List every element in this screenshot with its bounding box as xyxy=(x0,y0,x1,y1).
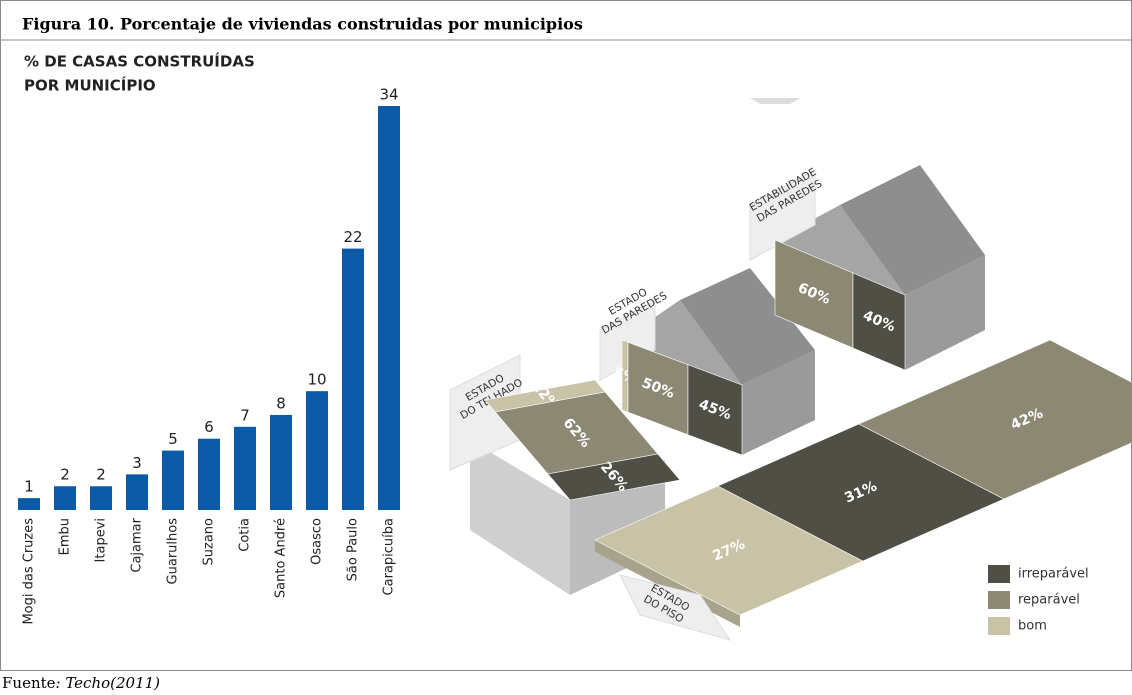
x-tick-label: Santo André xyxy=(274,518,289,598)
bar xyxy=(306,391,328,510)
value-label: 7 xyxy=(240,406,250,424)
house-body xyxy=(470,440,570,595)
house-side xyxy=(905,255,985,370)
x-tick-label: Guarulhos xyxy=(166,518,181,585)
bar xyxy=(234,426,256,510)
value-label: 3 xyxy=(132,454,142,472)
value-label: 34 xyxy=(379,86,398,104)
source-label: Fuente xyxy=(2,674,56,691)
sign xyxy=(749,169,816,261)
x-tick-label: Cotia xyxy=(238,518,253,552)
chart-title: % DE CASAS CONSTRUÍDAS xyxy=(24,52,255,71)
source: Fuente: Techo(2011) xyxy=(2,674,160,691)
bar xyxy=(162,450,184,510)
x-tick-label: Suzano xyxy=(202,518,217,566)
legend-swatch xyxy=(988,617,1010,635)
x-tick-label: São Paulo xyxy=(346,518,361,581)
x-tick-label: Embu xyxy=(58,518,73,555)
value-label: 2 xyxy=(96,466,106,484)
source-text: : Techo(2011) xyxy=(56,674,161,691)
bar xyxy=(90,486,112,510)
segment xyxy=(547,453,681,501)
house-roof xyxy=(680,268,815,385)
segment xyxy=(687,364,743,456)
value-label: 22 xyxy=(343,228,362,246)
x-tick-label: Itapevi xyxy=(94,518,109,562)
caption: Figura 10. Porcentaje de viviendas const… xyxy=(22,15,583,34)
bar xyxy=(342,248,364,510)
sign xyxy=(619,574,732,641)
segment xyxy=(852,272,906,371)
bar xyxy=(126,474,148,510)
bar xyxy=(270,414,292,510)
legend-label: irreparável xyxy=(1018,567,1089,582)
chart-title: POR MUNICÍPIO xyxy=(24,76,156,95)
house-roof xyxy=(840,165,985,295)
value-label: 2 xyxy=(60,466,70,484)
bar xyxy=(18,498,40,510)
sign xyxy=(599,299,656,381)
value-label: 10 xyxy=(307,371,326,389)
legend-swatch xyxy=(988,565,1010,583)
value-label: 5 xyxy=(168,430,178,448)
value-label: 8 xyxy=(276,394,286,412)
value-label: 6 xyxy=(204,418,214,436)
x-tick-label: Osasco xyxy=(310,518,325,565)
value-label: 1 xyxy=(24,478,34,496)
legend-swatch xyxy=(988,591,1010,609)
bar xyxy=(54,486,76,510)
x-tick-label: Mogi das Cruzes xyxy=(22,518,37,625)
legend-label: reparável xyxy=(1018,593,1080,608)
x-tick-label: Cajamar xyxy=(130,517,145,572)
x-tick-label: Carapicuíba xyxy=(382,518,397,595)
legend-label: bom xyxy=(1018,619,1047,634)
segment xyxy=(858,339,1132,500)
bar xyxy=(198,438,220,510)
cut-shape xyxy=(750,98,800,104)
bar xyxy=(378,106,400,510)
